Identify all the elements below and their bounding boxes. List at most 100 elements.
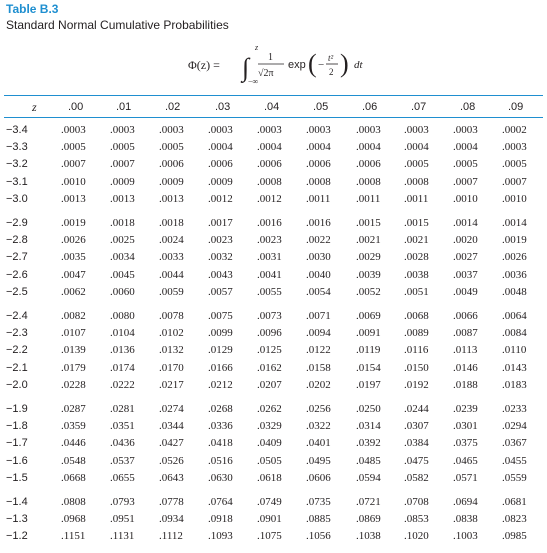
probability-cell: .0170 bbox=[159, 361, 184, 374]
column-header: .03 bbox=[215, 101, 231, 113]
probability-cell: .0007 bbox=[453, 175, 478, 188]
probability-cell: .0212 bbox=[208, 378, 233, 391]
probability-cell: .0202 bbox=[306, 378, 331, 391]
probability-cell: .1131 bbox=[110, 530, 135, 543]
probability-cell: .0222 bbox=[110, 378, 135, 391]
probability-cell: .0048 bbox=[502, 285, 527, 298]
probability-cell: .0027 bbox=[453, 251, 478, 264]
probability-cell: .0023 bbox=[208, 234, 233, 247]
table-label: Table B.3 bbox=[6, 2, 59, 16]
probability-cell: .0011 bbox=[356, 192, 381, 205]
probability-cell: .0307 bbox=[404, 420, 429, 433]
probability-cell: .0951 bbox=[110, 513, 135, 526]
z-value: −3.2 bbox=[6, 158, 28, 171]
probability-cell: .0655 bbox=[110, 471, 135, 484]
probability-cell: .0006 bbox=[356, 158, 381, 171]
probability-cell: .0113 bbox=[453, 344, 478, 357]
probability-cell: .0013 bbox=[110, 192, 135, 205]
probability-cell: .0008 bbox=[257, 175, 282, 188]
probability-cell: .0010 bbox=[453, 192, 478, 205]
probability-cell: .0322 bbox=[306, 420, 331, 433]
z-value: −3.3 bbox=[6, 141, 28, 154]
probability-cell: .0051 bbox=[404, 285, 429, 298]
probability-cell: .0060 bbox=[110, 285, 135, 298]
probability-cell: .0764 bbox=[208, 496, 233, 508]
probability-cell: .0054 bbox=[306, 285, 331, 298]
probability-cell: .0375 bbox=[453, 437, 478, 450]
probability-cell: .0516 bbox=[208, 454, 233, 467]
probability-cell: .0901 bbox=[257, 513, 282, 526]
probability-cell: .0004 bbox=[453, 141, 478, 154]
probability-cell: .0016 bbox=[257, 217, 282, 229]
z-value: −2.0 bbox=[6, 378, 28, 391]
probability-cell: .0630 bbox=[208, 471, 233, 484]
probability-cell: .0384 bbox=[404, 437, 429, 450]
probability-cell: .0262 bbox=[257, 403, 282, 415]
integral-sign-icon: ∫ bbox=[240, 53, 251, 83]
probability-cell: .0287 bbox=[61, 403, 86, 415]
probability-cell: .0122 bbox=[306, 344, 331, 357]
z-value: −2.9 bbox=[6, 217, 28, 229]
formula-inner-num: t² bbox=[328, 53, 334, 63]
probability-cell: .0008 bbox=[404, 175, 429, 188]
probability-cell: .0207 bbox=[257, 378, 282, 391]
probability-cell: .0038 bbox=[404, 268, 429, 281]
probability-cell: .0003 bbox=[356, 124, 381, 136]
probability-cell: .0010 bbox=[502, 192, 527, 205]
probability-cell: .0021 bbox=[404, 234, 429, 247]
z-value: −2.5 bbox=[6, 285, 28, 298]
probability-cell: .0044 bbox=[159, 268, 184, 281]
probability-cell: .0064 bbox=[502, 310, 527, 322]
probability-cell: .1151 bbox=[61, 530, 86, 543]
probability-cell: .0059 bbox=[159, 285, 184, 298]
probability-cell: .0008 bbox=[356, 175, 381, 188]
probability-cell: .0023 bbox=[257, 234, 282, 247]
probability-cell: .0003 bbox=[306, 124, 331, 136]
probability-cell: .0329 bbox=[257, 420, 282, 433]
probability-cell: .0032 bbox=[208, 251, 233, 264]
z-value: −3.4 bbox=[6, 124, 28, 136]
probability-cell: .0132 bbox=[159, 344, 184, 357]
probability-cell: .0294 bbox=[502, 420, 527, 433]
z-value: −2.6 bbox=[6, 268, 28, 281]
probability-cell: .0778 bbox=[159, 496, 184, 508]
probability-cell: .0158 bbox=[306, 361, 331, 374]
probability-cell: .0708 bbox=[404, 496, 429, 508]
probability-cell: .0010 bbox=[61, 175, 86, 188]
formula-lhs: Φ(z) = bbox=[188, 58, 220, 72]
probability-cell: .1038 bbox=[356, 530, 381, 543]
probability-cell: .0039 bbox=[356, 268, 381, 281]
probability-cell: .0197 bbox=[356, 378, 381, 391]
probability-cell: .0749 bbox=[257, 496, 282, 508]
probability-cell: .0003 bbox=[453, 124, 478, 136]
probability-cell: .0004 bbox=[404, 141, 429, 154]
probability-cell: .0034 bbox=[110, 251, 135, 264]
z-value: −2.3 bbox=[6, 327, 28, 340]
z-value: −3.1 bbox=[6, 175, 28, 188]
probability-cell: .0436 bbox=[110, 437, 135, 450]
probability-cell: .0030 bbox=[306, 251, 331, 264]
probability-cell: .0084 bbox=[502, 327, 527, 340]
probability-cell: .0154 bbox=[356, 361, 381, 374]
probability-cell: .0274 bbox=[159, 403, 184, 415]
probability-cell: .0037 bbox=[453, 268, 478, 281]
probability-cell: .0040 bbox=[306, 268, 331, 281]
probability-cell: .0007 bbox=[502, 175, 527, 188]
column-header: .09 bbox=[508, 101, 524, 113]
probability-cell: .0233 bbox=[502, 403, 527, 415]
probability-cell: .1075 bbox=[257, 530, 282, 543]
probability-cell: .0078 bbox=[159, 310, 184, 322]
probability-cell: .0018 bbox=[110, 217, 135, 229]
formula-inner-den: 2 bbox=[329, 67, 334, 77]
column-header: .06 bbox=[362, 101, 378, 113]
probability-cell: .1056 bbox=[306, 530, 331, 543]
probability-cell: .0006 bbox=[208, 158, 233, 171]
probability-cell: .0104 bbox=[110, 327, 135, 340]
probability-cell: .0985 bbox=[502, 530, 527, 543]
probability-cell: .0013 bbox=[61, 192, 86, 205]
probability-cell: .0014 bbox=[502, 217, 527, 229]
probability-cell: .0239 bbox=[453, 403, 478, 415]
probability-cell: .0314 bbox=[356, 420, 381, 433]
probability-cell: .0116 bbox=[404, 344, 429, 357]
z-value: −2.1 bbox=[6, 361, 28, 374]
